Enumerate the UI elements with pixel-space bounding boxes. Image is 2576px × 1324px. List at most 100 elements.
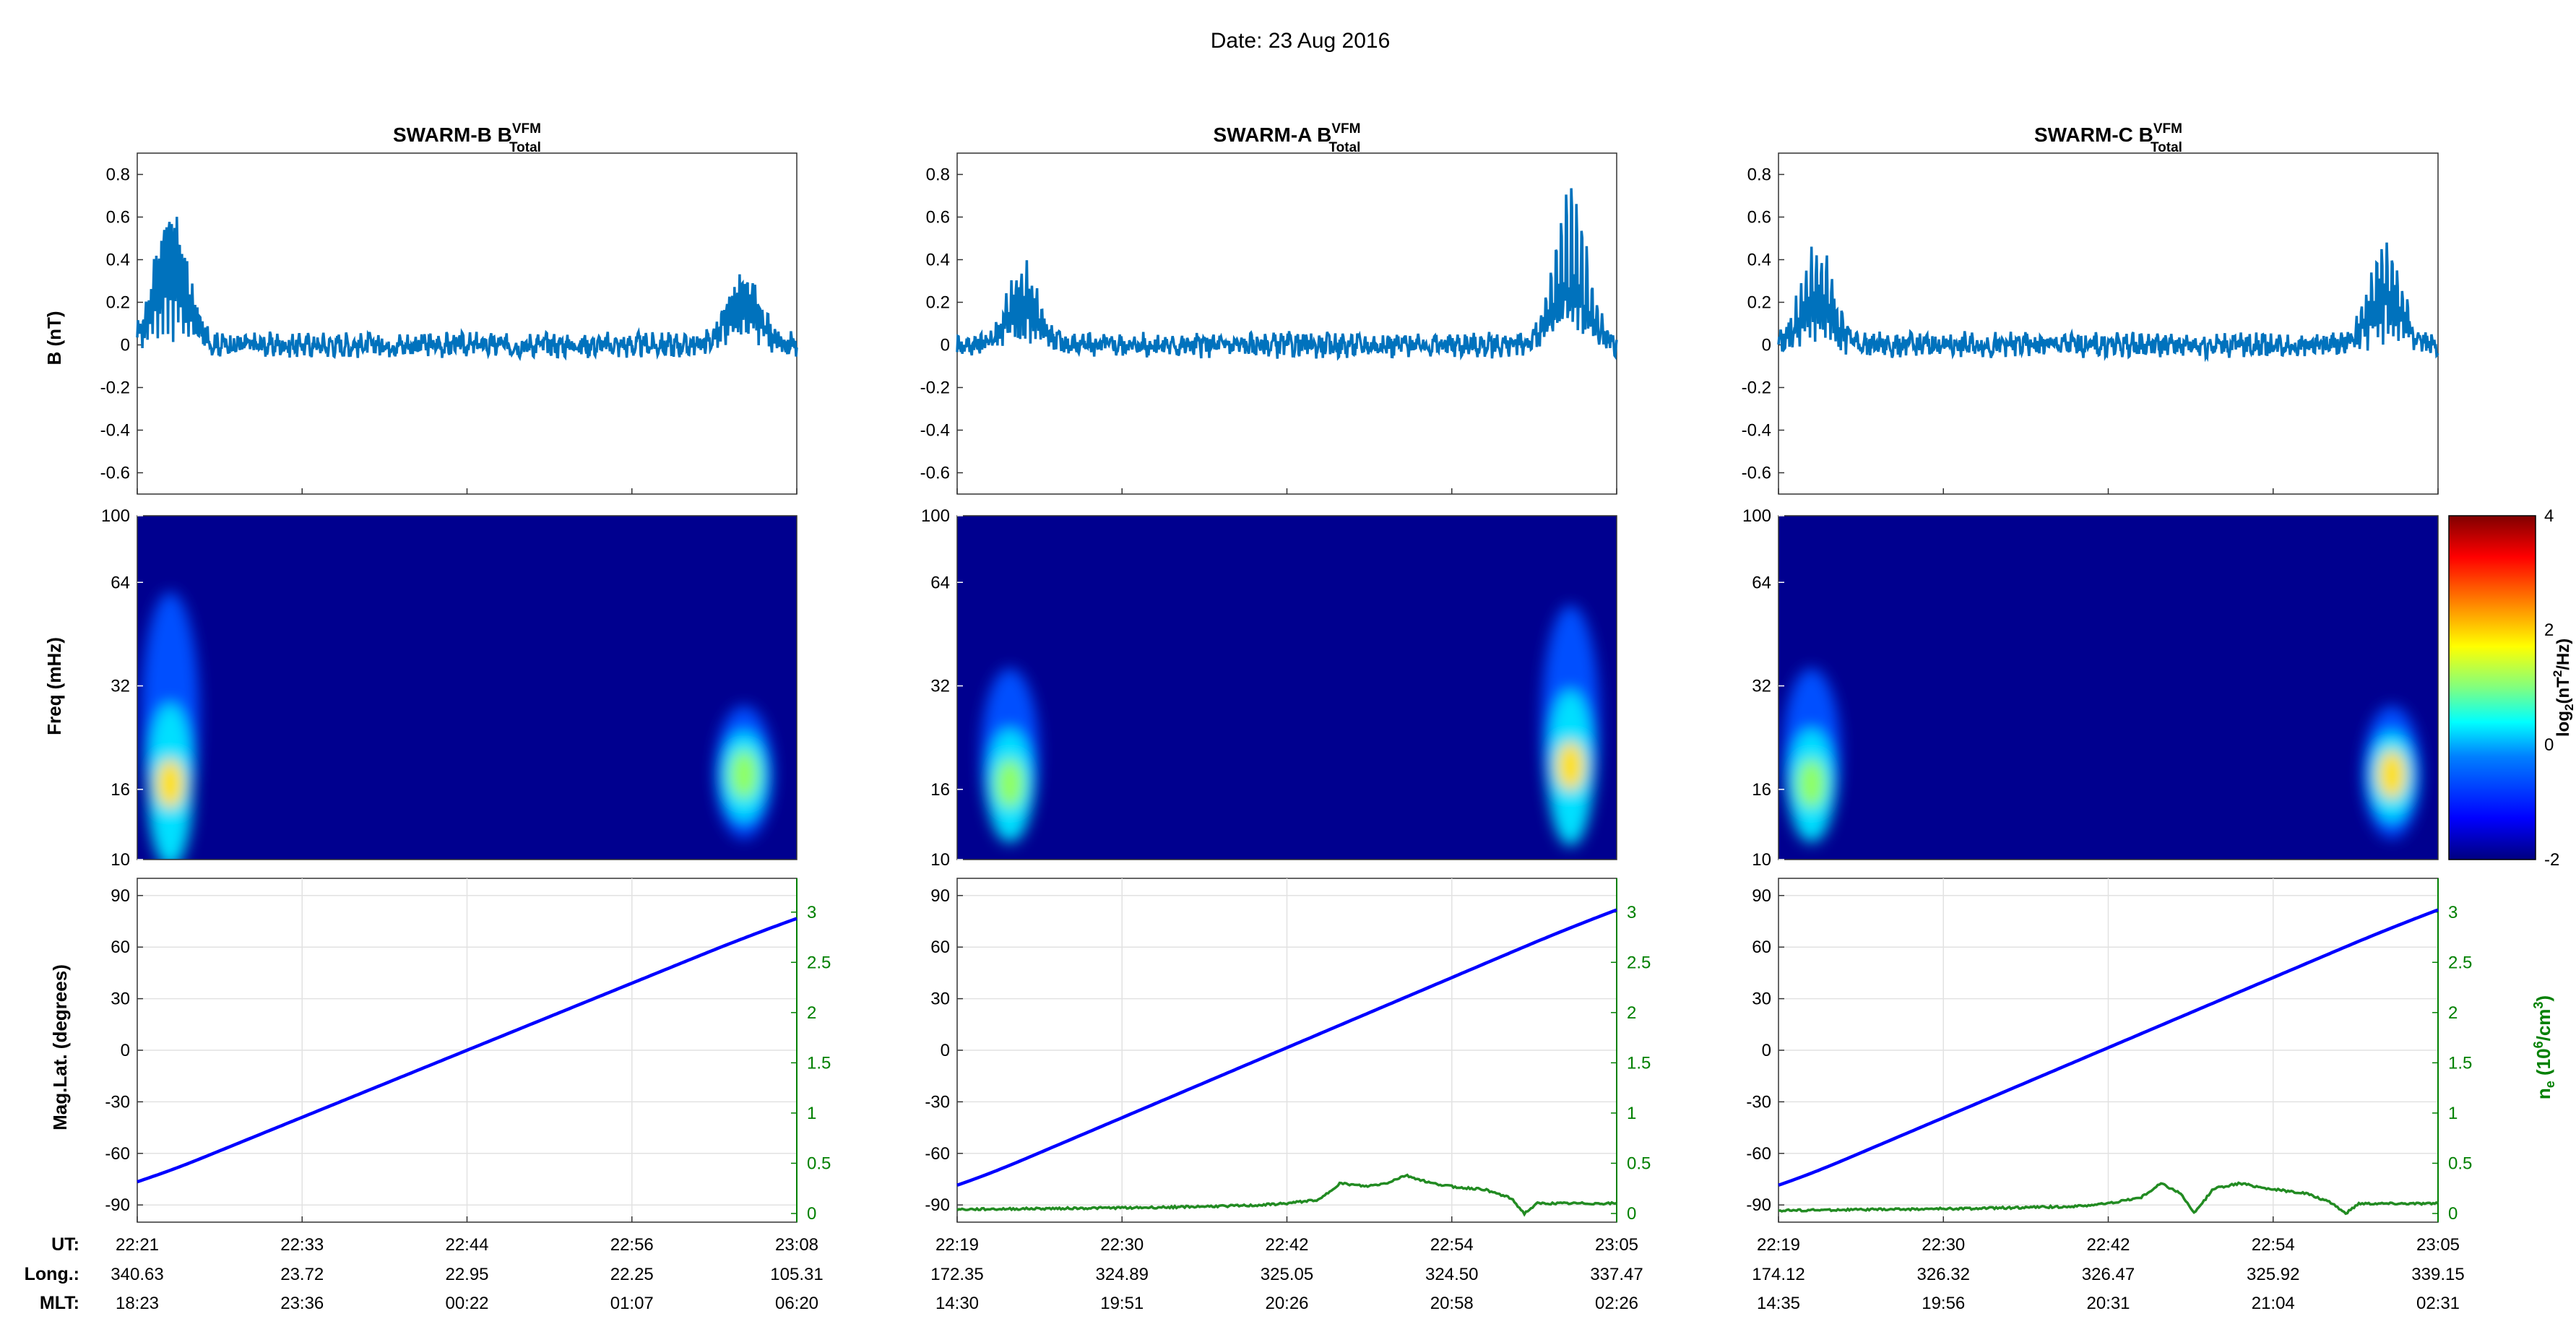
ne-tick-label: 1 — [807, 1104, 816, 1123]
spec-blob-core — [995, 758, 1025, 808]
panel-swarm-b: SWARM-B BVFM Total 0.8 0.6 0.4 0.2 0 -0.2 -0.4 -0… — [100, 121, 831, 1313]
panel-title-sub: Total — [509, 140, 541, 155]
freq-tick-label: 10 — [930, 850, 950, 870]
b-tick-label: 0.4 — [1747, 251, 1771, 270]
mlat-tick-label: 0 — [1762, 1041, 1771, 1060]
panel-title: SWARM-B BVFM Total — [393, 121, 541, 155]
ut-label: 22:56 — [610, 1235, 654, 1255]
spec-background — [957, 516, 1617, 860]
long-label: 339.15 — [2411, 1265, 2464, 1284]
mlt-label: 20:31 — [2086, 1294, 2130, 1313]
b-tick-label: 0.4 — [106, 251, 130, 270]
spec-blobs — [141, 592, 773, 860]
b-tick-label: 0.8 — [1747, 165, 1771, 185]
spec-blobs — [1782, 668, 2421, 843]
ut-label: 22:42 — [1265, 1235, 1308, 1255]
spec-blobs — [981, 605, 1600, 847]
freq-tick-label: 32 — [1752, 677, 1771, 696]
ne-tick-label: 3 — [2448, 903, 2458, 922]
freq-tick-label: 100 — [101, 506, 130, 526]
spec-blob-core — [1797, 758, 1826, 808]
b-tick-label: -0.2 — [1742, 378, 1771, 398]
ne-tick-label: 1.5 — [807, 1053, 831, 1073]
mlat-tick-label: -30 — [1746, 1092, 1771, 1112]
spec-axes — [1778, 515, 2439, 860]
freq-tick-label: 16 — [1752, 780, 1771, 800]
freq-tick-label: 100 — [921, 506, 950, 526]
spec-blob-core — [1556, 741, 1586, 791]
mlat-tick-label: -90 — [105, 1195, 130, 1215]
freq-tick-label: 64 — [930, 573, 950, 592]
spec-background — [137, 516, 797, 860]
colorbar-tick-2: 2 — [2544, 620, 2554, 640]
b-tick-label: 0.4 — [926, 251, 950, 270]
b-tick-label: 0.6 — [1747, 208, 1771, 228]
ylabel-b: B (nT) — [43, 311, 65, 365]
ut-label: 22:30 — [1922, 1235, 1965, 1255]
mlat-tick-label: 90 — [1752, 886, 1771, 906]
row-label-mlt: MLT: — [40, 1293, 79, 1313]
row-label-long: Long.: — [25, 1264, 79, 1284]
ylabel-mlat: Mag.Lat. (degrees) — [49, 964, 71, 1130]
panel-title: SWARM-A BVFM Total — [1214, 121, 1361, 155]
ylabel-freq: Freq (mHz) — [43, 637, 65, 735]
b-tick-label: 0.2 — [1747, 293, 1771, 313]
panels: SWARM-B BVFM Total0.80.60.40.20-0.2-0.4-0… — [100, 121, 2473, 1313]
ne-tick-label: 2.5 — [2448, 953, 2472, 972]
mlt-label: 00:22 — [445, 1294, 488, 1313]
b-tick-label: -0.6 — [100, 464, 130, 483]
b-tick-label: -0.6 — [920, 464, 950, 483]
ne-tick-label: 0.5 — [807, 1154, 831, 1173]
spec-axes — [956, 515, 1617, 860]
freq-tick-label: 32 — [930, 677, 950, 696]
long-label: 324.89 — [1096, 1265, 1149, 1284]
freq-tick-label: 16 — [930, 780, 950, 800]
mlat-tick-label: 60 — [1752, 938, 1771, 957]
mlt-label: 18:23 — [116, 1294, 159, 1313]
ut-label: 23:08 — [775, 1235, 818, 1255]
mlat-tick-label: 0 — [941, 1041, 950, 1060]
ut-label: 23:05 — [2416, 1235, 2460, 1255]
mlat-line — [1778, 908, 2439, 1187]
ne-tick-label: 3 — [807, 903, 816, 922]
mlt-label: 20:26 — [1265, 1294, 1308, 1313]
panel-swarm-a: SWARM-A BVFM Total 0.8 0.6 0.4 0.2 0 -0.2 -0.4 -0… — [920, 121, 1651, 1313]
ne-line — [1778, 1181, 2439, 1216]
b-tick-label: -0.2 — [100, 378, 130, 398]
ne-line — [956, 1173, 1617, 1217]
mlat-line — [137, 917, 798, 1184]
ne-tick-label: 0 — [1627, 1204, 1636, 1224]
colorbar: 4 2 0 -2 log2(nT2/Hz) — [2448, 506, 2576, 870]
spec-blob-core — [2377, 750, 2407, 800]
mlt-label: 14:30 — [935, 1294, 979, 1313]
b-tick-label: 0 — [1762, 336, 1771, 355]
b-total-line — [136, 217, 798, 362]
long-label: 172.35 — [930, 1265, 983, 1284]
panel-title-sup: VFM — [512, 121, 541, 137]
mlat-tick-label: -60 — [105, 1144, 130, 1164]
mlt-label: 14:35 — [1757, 1294, 1800, 1313]
panel-title-sub: Total — [2151, 140, 2182, 155]
mlt-label: 01:07 — [610, 1294, 654, 1313]
figure-date-title: Date: 23 Aug 2016 — [1211, 29, 1391, 53]
ne-tick-label: 0.5 — [2448, 1154, 2472, 1173]
ut-label: 22:19 — [1757, 1235, 1800, 1255]
ut-label: 22:44 — [445, 1235, 488, 1255]
long-label: 22.25 — [610, 1265, 654, 1284]
b-tick-label: 0.6 — [926, 208, 950, 228]
b-tick-label: -0.6 — [1742, 464, 1771, 483]
mlat-tick-label: -30 — [105, 1092, 130, 1112]
spec-blob-core — [729, 750, 758, 800]
panel-title-sup: VFM — [2153, 121, 2182, 137]
b-tick-label: 0.8 — [926, 165, 950, 185]
b-tick-label: 0 — [121, 336, 130, 355]
mlat-tick-label: 60 — [930, 938, 950, 957]
ne-tick-label: 1.5 — [2448, 1053, 2472, 1073]
ne-tick-label: 1.5 — [1627, 1053, 1651, 1073]
b-tick-label: 0 — [941, 336, 950, 355]
panel-title-sub: Total — [1328, 140, 1360, 155]
long-label: 105.31 — [770, 1265, 823, 1284]
b-tick-label: -0.4 — [100, 421, 130, 441]
colorbar-tick-0: 0 — [2544, 735, 2554, 755]
mlt-label: 19:56 — [1922, 1294, 1965, 1313]
